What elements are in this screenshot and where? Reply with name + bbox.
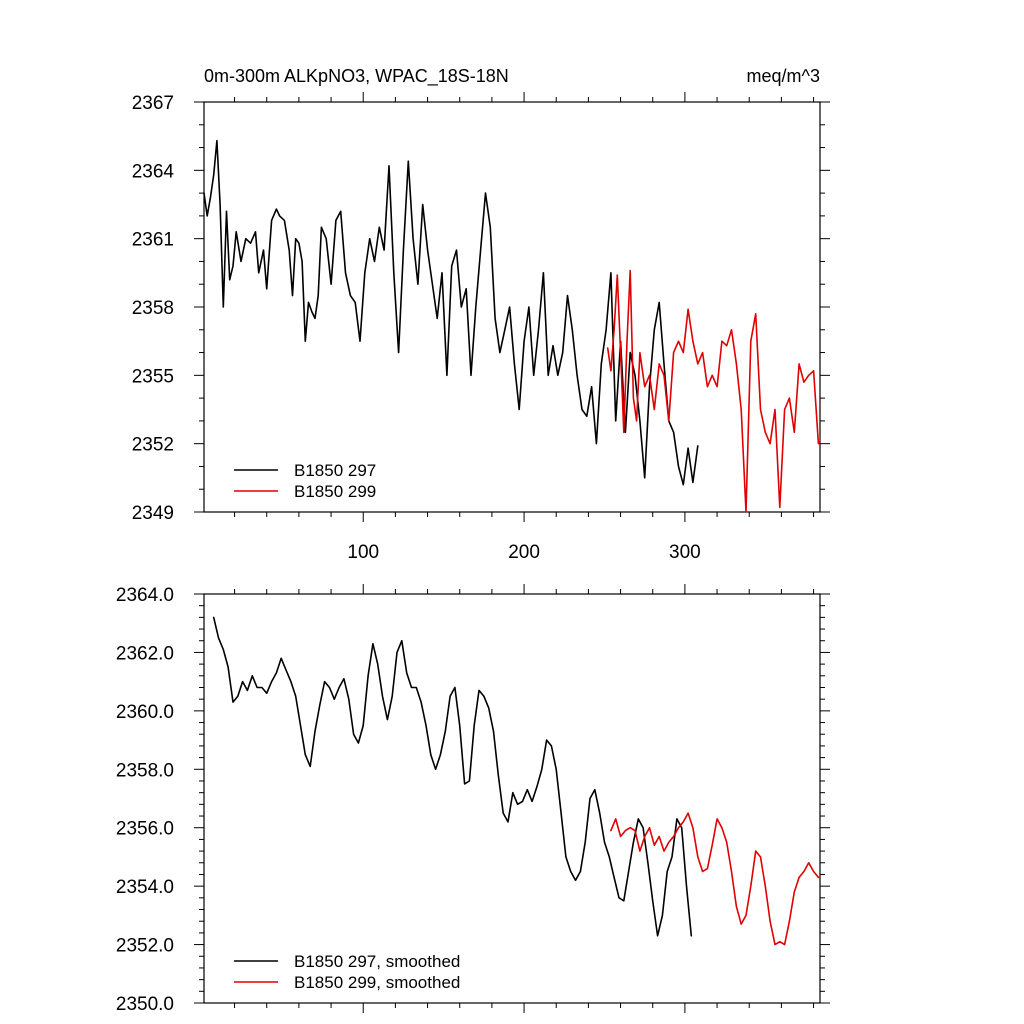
top-series-line-297 xyxy=(203,139,699,486)
bottom-ytick-label: 2354.0 xyxy=(116,877,174,898)
top-ytick-label: 2349 xyxy=(132,503,174,524)
bottom-ytick-label: 2364.0 xyxy=(116,585,174,606)
top-ytick-label: 2352 xyxy=(132,435,174,456)
bottom-ytick-label: 2356.0 xyxy=(116,819,174,840)
bottom-ytick-label: 2362.0 xyxy=(116,643,174,664)
top-panel: 2349 2352 2355 2358 2361 2364 2367 100 200 300 B18… xyxy=(132,92,830,563)
bottom-ytick-label: 2360.0 xyxy=(116,702,174,723)
top-xtick-label: 100 xyxy=(347,542,379,563)
top-xtick-label: 300 xyxy=(669,542,701,563)
bottom-legend-label-297: B1850 297, smoothed xyxy=(294,952,460,971)
bottom-legend-label-299: B1850 299, smoothed xyxy=(294,973,460,992)
top-ytick-label: 2367 xyxy=(132,93,174,114)
top-ytick-label: 2358 xyxy=(132,298,174,319)
bottom-plot-frame xyxy=(203,593,821,1004)
bottom-series-line-297 xyxy=(212,616,693,937)
units-label: meq/m^3 xyxy=(747,66,820,86)
top-ytick-label: 2355 xyxy=(132,366,174,387)
bottom-panel: 2350.0 2352.0 2354.0 2356.0 2358.0 2360.0 2362… xyxy=(116,584,830,1015)
top-legend-label-299: B1850 299 xyxy=(294,482,376,501)
top-ytick-label: 2361 xyxy=(132,230,174,251)
bottom-ytick-label: 2350.0 xyxy=(116,994,174,1015)
top-ytick-label: 2364 xyxy=(132,161,175,182)
top-legend-label-297: B1850 297 xyxy=(294,461,376,480)
top-series-line-299 xyxy=(606,269,821,513)
bottom-ytick-label: 2352.0 xyxy=(116,936,174,957)
top-xtick-label: 200 xyxy=(508,542,540,563)
bottom-series-line-299 xyxy=(610,812,821,946)
chart-title: 0m-300m ALKpNO3, WPAC_18S-18N xyxy=(204,66,509,87)
bottom-ytick-label: 2358.0 xyxy=(116,760,174,781)
